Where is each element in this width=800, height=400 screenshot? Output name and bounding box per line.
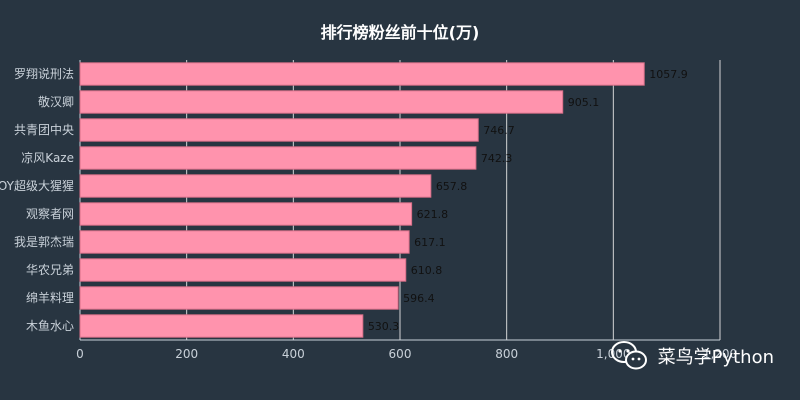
x-tick-label: 1,000 [596,347,630,361]
data-label: 657.8 [436,180,468,193]
x-tick-label: 1,200 [703,347,737,361]
bar [79,146,477,170]
data-label: 530.3 [368,320,400,333]
bar [79,314,364,338]
x-tick-label: 600 [389,347,412,361]
x-tick-label: 400 [282,347,305,361]
category-label: 华农兄弟 [26,263,74,277]
bar [79,230,410,254]
x-tick-label: 800 [495,347,518,361]
bar [79,174,432,198]
category-label: 罗翔说刑法 [14,66,74,81]
category-label: OY超级大猩猩 [0,178,74,193]
bar [79,62,645,86]
category-label: 凉风Kaze [21,150,74,165]
data-label: 610.8 [411,264,443,277]
category-label: 共青团中央 [14,122,74,137]
data-label: 742.3 [481,152,512,165]
data-label: 621.8 [417,208,449,221]
watermark: 菜鸟学Python [610,340,774,372]
category-label: 木鱼水心 [26,319,74,333]
data-label: 617.1 [414,236,446,249]
category-label: 绵羊料理 [26,290,74,305]
bar [79,90,564,114]
data-label: 596.4 [403,292,435,305]
watermark-text: 菜鸟学Python [657,347,774,368]
bar [79,258,407,282]
wechat-icon [610,341,647,370]
data-label: 1057.9 [649,68,688,81]
data-label: 746.7 [483,124,515,137]
x-tick-label: 200 [175,347,198,361]
bar [79,118,479,142]
category-label: 观察者网 [26,207,74,221]
bar [79,286,399,310]
category-label: 我是郭杰瑞 [14,235,74,249]
data-label: 905.1 [568,96,600,109]
category-label: 敬汉卿 [38,95,74,109]
x-tick-label: 0 [76,347,84,361]
chart-title: 排行榜粉丝前十位(万) [321,23,480,42]
bar [79,202,413,226]
